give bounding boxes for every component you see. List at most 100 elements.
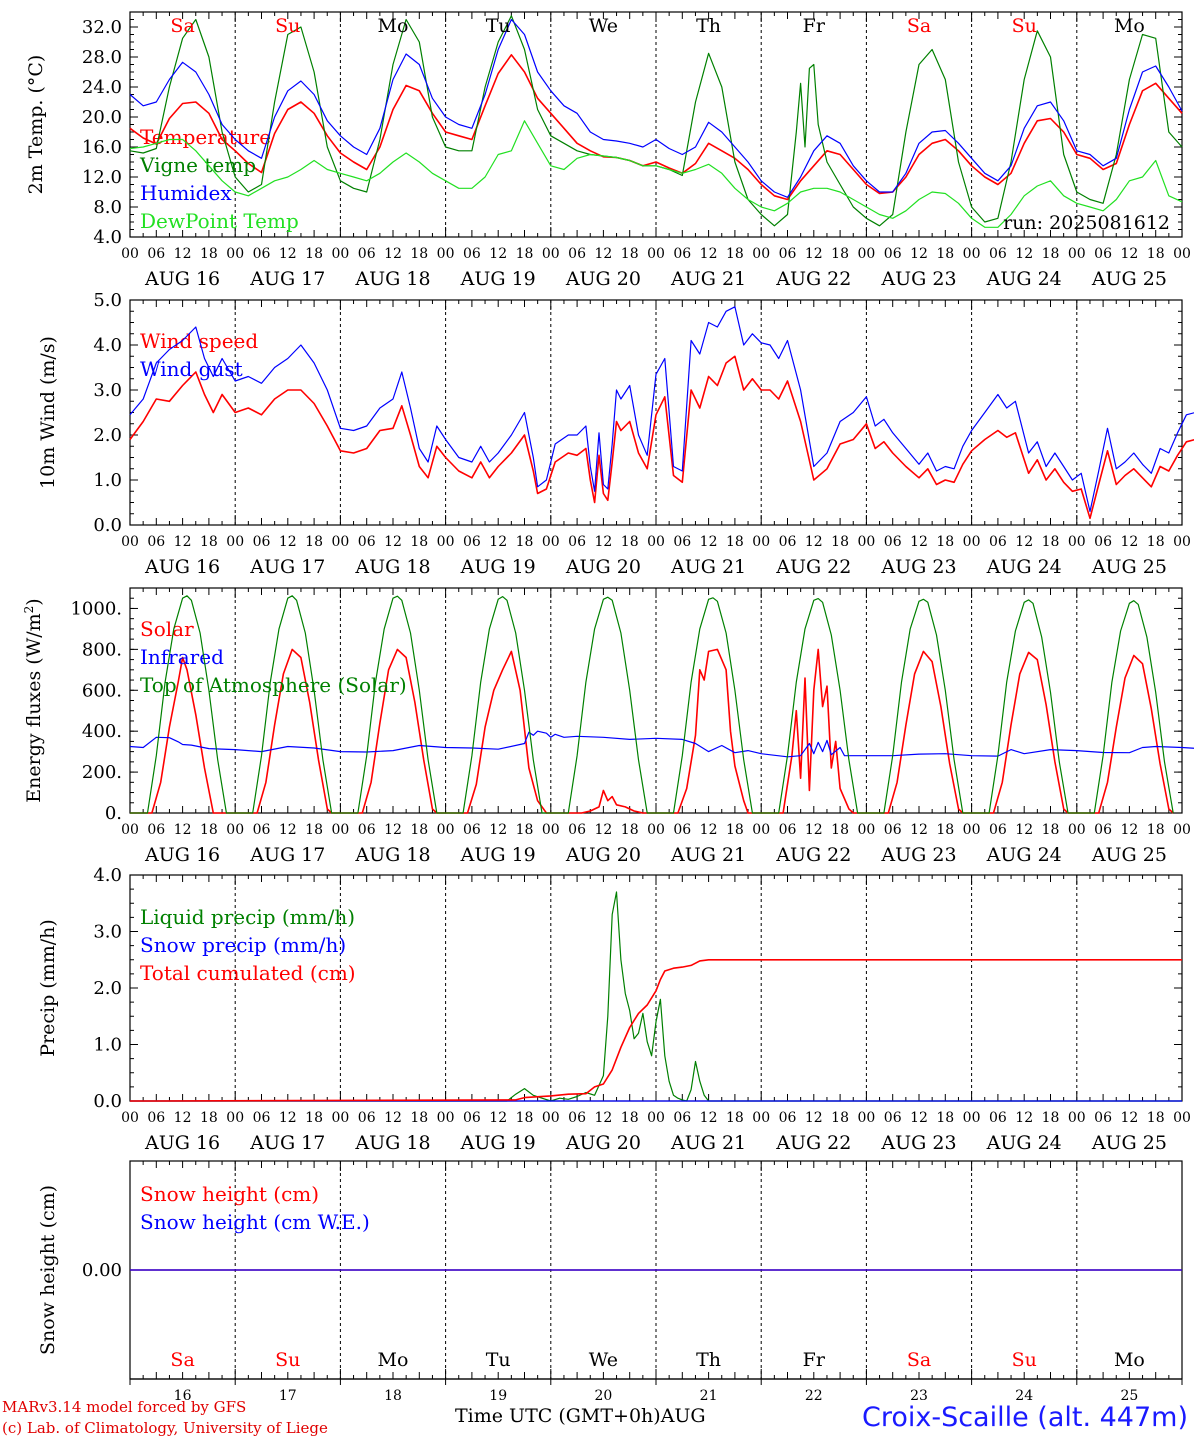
date-label: AUG 19 bbox=[460, 844, 536, 866]
hour-tick-label: 00 bbox=[121, 822, 139, 838]
day-name-label: Sa bbox=[907, 1349, 931, 1371]
hour-tick-label: 18 bbox=[1042, 1110, 1060, 1126]
day-number-label: 25 bbox=[1120, 1388, 1138, 1404]
date-label: AUG 17 bbox=[249, 556, 325, 578]
hour-tick-label: 00 bbox=[963, 1110, 981, 1126]
hour-tick-label: 06 bbox=[463, 534, 481, 550]
hour-tick-label: 12 bbox=[384, 534, 402, 550]
hour-tick-label: 00 bbox=[542, 822, 560, 838]
date-label: AUG 25 bbox=[1091, 268, 1167, 290]
date-label: AUG 25 bbox=[1091, 844, 1167, 866]
legend-entry: Liquid precip (mm/h) bbox=[140, 905, 355, 929]
hour-tick-label: 00 bbox=[1068, 1110, 1086, 1126]
time-axis-title: Time UTC (GMT+0h)AUG bbox=[455, 1405, 706, 1427]
hour-tick-label: 00 bbox=[857, 246, 875, 262]
hour-tick-label: 18 bbox=[831, 534, 849, 550]
date-label: AUG 25 bbox=[1091, 1132, 1167, 1154]
hour-tick-label: 12 bbox=[489, 246, 507, 262]
date-label: AUG 17 bbox=[249, 844, 325, 866]
day-number-label: 17 bbox=[279, 1388, 297, 1404]
hour-tick-label: 12 bbox=[489, 822, 507, 838]
panel-frame bbox=[129, 587, 1183, 814]
y-axis-label: Energy fluxes (W/m2) bbox=[22, 598, 45, 802]
hour-tick-label: 18 bbox=[621, 1110, 639, 1126]
y-tick-label: 0.00 bbox=[82, 1260, 122, 1281]
day-name-label: We bbox=[589, 1349, 618, 1371]
hour-tick-label: 12 bbox=[1120, 246, 1138, 262]
hour-tick-label: 06 bbox=[989, 1110, 1007, 1126]
hour-tick-label: 12 bbox=[910, 246, 928, 262]
hour-tick-label: 00 bbox=[752, 822, 770, 838]
hour-tick-label: 06 bbox=[779, 246, 797, 262]
station-name: Croix-Scaille (alt. 447m) bbox=[861, 1402, 1188, 1433]
date-label: AUG 16 bbox=[144, 1132, 220, 1154]
hour-tick-label: 00 bbox=[437, 534, 455, 550]
date-label: AUG 19 bbox=[460, 268, 536, 290]
hour-tick-label: 12 bbox=[174, 246, 192, 262]
day-number-label: 20 bbox=[594, 1388, 612, 1404]
y-tick-label: 3.0 bbox=[93, 380, 122, 401]
hour-tick-label: 12 bbox=[1015, 534, 1033, 550]
hour-tick-label: 00 bbox=[963, 246, 981, 262]
hour-tick-label: 00 bbox=[437, 246, 455, 262]
hour-tick-label: 18 bbox=[200, 1110, 218, 1126]
day-name-label: Sa bbox=[170, 15, 194, 37]
date-label: AUG 22 bbox=[775, 556, 851, 578]
hour-tick-label: 18 bbox=[516, 1110, 534, 1126]
y-tick-label: 4.0 bbox=[93, 335, 122, 356]
hour-tick-label: 00 bbox=[121, 1110, 139, 1126]
hour-tick-label: 00 bbox=[1068, 246, 1086, 262]
hour-tick-label: 06 bbox=[779, 534, 797, 550]
hour-tick-label: 06 bbox=[568, 246, 586, 262]
date-label: AUG 20 bbox=[565, 268, 641, 290]
date-label: AUG 23 bbox=[880, 556, 956, 578]
legend-entry: Snow height (cm) bbox=[140, 1182, 319, 1206]
hour-tick-label: 06 bbox=[884, 822, 902, 838]
panel-3: 0. 200. 400. 600. 800. 1000. Energy fluxes (W/… bbox=[22, 587, 1194, 866]
hour-tick-label: 12 bbox=[910, 534, 928, 550]
y-tick-label: 600. bbox=[82, 680, 122, 701]
hour-tick-label: 18 bbox=[831, 246, 849, 262]
hour-tick-label: 12 bbox=[279, 1110, 297, 1126]
y-tick-label: 2.0 bbox=[93, 425, 122, 446]
day-name-label: Su bbox=[1012, 1349, 1037, 1371]
day-name-label: Mo bbox=[378, 1349, 409, 1371]
y-tick-label: 28.0 bbox=[82, 47, 122, 68]
hour-tick-label: 06 bbox=[673, 1110, 691, 1126]
hour-tick-label: 00 bbox=[542, 534, 560, 550]
hour-tick-label: 06 bbox=[358, 822, 376, 838]
y-tick-label: 4.0 bbox=[93, 227, 122, 248]
hour-tick-label: 12 bbox=[384, 246, 402, 262]
hour-tick-label: 00 bbox=[542, 1110, 560, 1126]
hour-tick-label: 12 bbox=[594, 534, 612, 550]
day-name-label: Tu bbox=[486, 15, 511, 37]
legend-entry: Temperature bbox=[140, 125, 271, 149]
hour-tick-label: 12 bbox=[489, 1110, 507, 1126]
hour-tick-label: 00 bbox=[857, 1110, 875, 1126]
y-tick-label: 20.0 bbox=[82, 107, 122, 128]
series-line-temperature bbox=[129, 53, 1183, 201]
hour-tick-label: 18 bbox=[1147, 1110, 1165, 1126]
hour-tick-label: 12 bbox=[489, 534, 507, 550]
hour-tick-label: 12 bbox=[1120, 822, 1138, 838]
hour-tick-label: 12 bbox=[910, 1110, 928, 1126]
hour-tick-label: 12 bbox=[174, 534, 192, 550]
hour-tick-label: 18 bbox=[1147, 534, 1165, 550]
hour-tick-label: 06 bbox=[989, 534, 1007, 550]
hour-tick-label: 06 bbox=[779, 1110, 797, 1126]
hour-tick-label: 00 bbox=[331, 246, 349, 262]
y-tick-label: 2.0 bbox=[93, 978, 122, 999]
hour-tick-label: 18 bbox=[1042, 822, 1060, 838]
y-axis-label: 2m Temp. (°C) bbox=[25, 55, 47, 195]
date-label: AUG 25 bbox=[1091, 556, 1167, 578]
hour-tick-label: 06 bbox=[253, 534, 271, 550]
hour-tick-label: 12 bbox=[594, 1110, 612, 1126]
hour-tick-label: 00 bbox=[1173, 822, 1191, 838]
day-name-label: Th bbox=[696, 1349, 721, 1371]
hour-tick-label: 18 bbox=[936, 1110, 954, 1126]
hour-tick-label: 06 bbox=[358, 1110, 376, 1126]
hour-tick-label: 12 bbox=[594, 822, 612, 838]
y-tick-label: 800. bbox=[82, 639, 122, 660]
hour-tick-label: 00 bbox=[647, 534, 665, 550]
series-line-solar bbox=[130, 648, 1174, 814]
